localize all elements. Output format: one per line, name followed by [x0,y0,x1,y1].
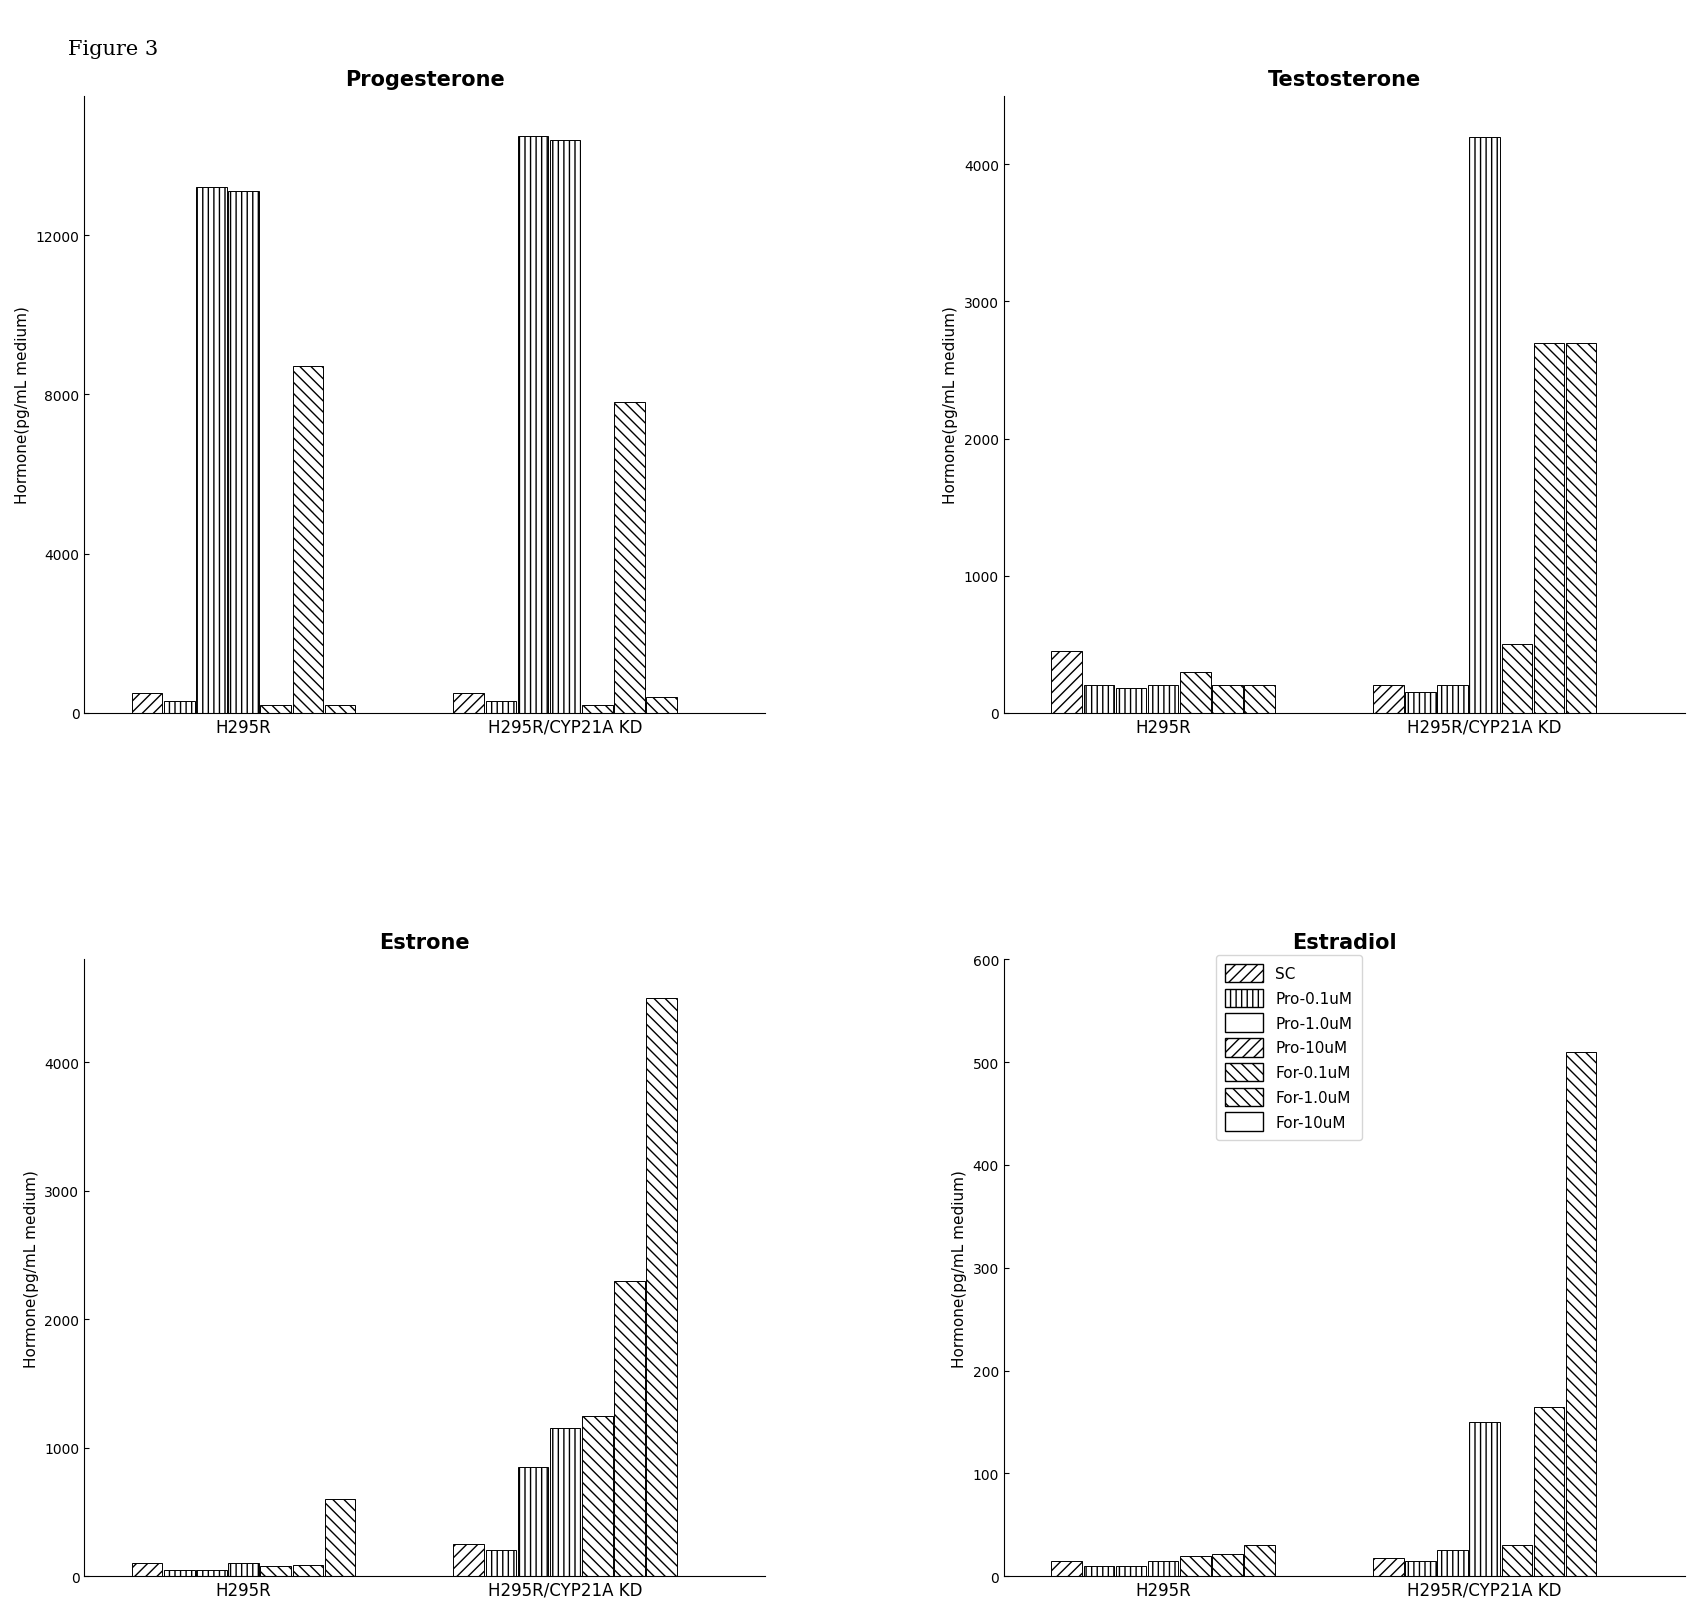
Bar [1406,692,1436,713]
Bar [646,697,677,713]
Bar [1566,1052,1596,1577]
Bar [646,999,677,1577]
Bar [1083,1566,1114,1577]
Bar [549,140,580,713]
Bar [163,1570,194,1577]
Bar [581,705,612,713]
Y-axis label: Hormone(pg/mL medium): Hormone(pg/mL medium) [15,307,31,504]
Bar [1083,686,1114,713]
Bar [1148,1561,1178,1577]
Bar [292,1564,323,1577]
Bar [133,694,163,713]
Title: Testosterone: Testosterone [1268,69,1421,90]
Bar [454,694,484,713]
Bar [581,1415,612,1577]
Title: Estrone: Estrone [379,933,471,952]
Bar [1374,1558,1404,1577]
Bar [486,702,517,713]
Bar [260,1566,291,1577]
Bar [1180,671,1210,713]
Bar [1374,686,1404,713]
Bar [1051,1561,1081,1577]
Bar [196,1570,226,1577]
Bar [1148,686,1178,713]
Bar [454,1545,484,1577]
Bar [1244,1545,1275,1577]
Bar [260,705,291,713]
Bar [1533,1407,1564,1577]
Bar [549,1428,580,1577]
Bar [196,189,226,713]
Bar [1115,689,1146,713]
Text: Figure 3: Figure 3 [68,40,158,60]
Bar [1436,686,1467,713]
Bar [133,1564,163,1577]
Bar [614,1282,644,1577]
Bar [228,192,258,713]
Title: Progesterone: Progesterone [345,69,505,90]
Bar [1115,1566,1146,1577]
Bar [486,1551,517,1577]
Bar [1501,1545,1532,1577]
Bar [1212,686,1243,713]
Bar [1051,652,1081,713]
Bar [1244,686,1275,713]
Bar [1406,1561,1436,1577]
Bar [292,368,323,713]
Bar [325,705,355,713]
Title: Estradiol: Estradiol [1292,933,1397,952]
Bar [228,1564,258,1577]
Bar [1469,1422,1499,1577]
Bar [518,1467,549,1577]
Y-axis label: Hormone(pg/mL medium): Hormone(pg/mL medium) [952,1169,967,1367]
Bar [1501,644,1532,713]
Y-axis label: Hormone(pg/mL medium): Hormone(pg/mL medium) [944,307,959,504]
Bar [163,702,194,713]
Bar [1212,1554,1243,1577]
Bar [1436,1551,1467,1577]
Legend: SC, Pro-0.1uM, Pro-1.0uM, Pro-10uM, For-0.1uM, For-1.0uM, For-10uM: SC, Pro-0.1uM, Pro-1.0uM, Pro-10uM, For-… [1216,955,1362,1141]
Bar [1533,344,1564,713]
Bar [518,137,549,713]
Y-axis label: Hormone(pg/mL medium): Hormone(pg/mL medium) [24,1169,39,1367]
Bar [1566,344,1596,713]
Bar [1469,137,1499,713]
Bar [614,404,644,713]
Bar [1180,1556,1210,1577]
Bar [325,1499,355,1577]
